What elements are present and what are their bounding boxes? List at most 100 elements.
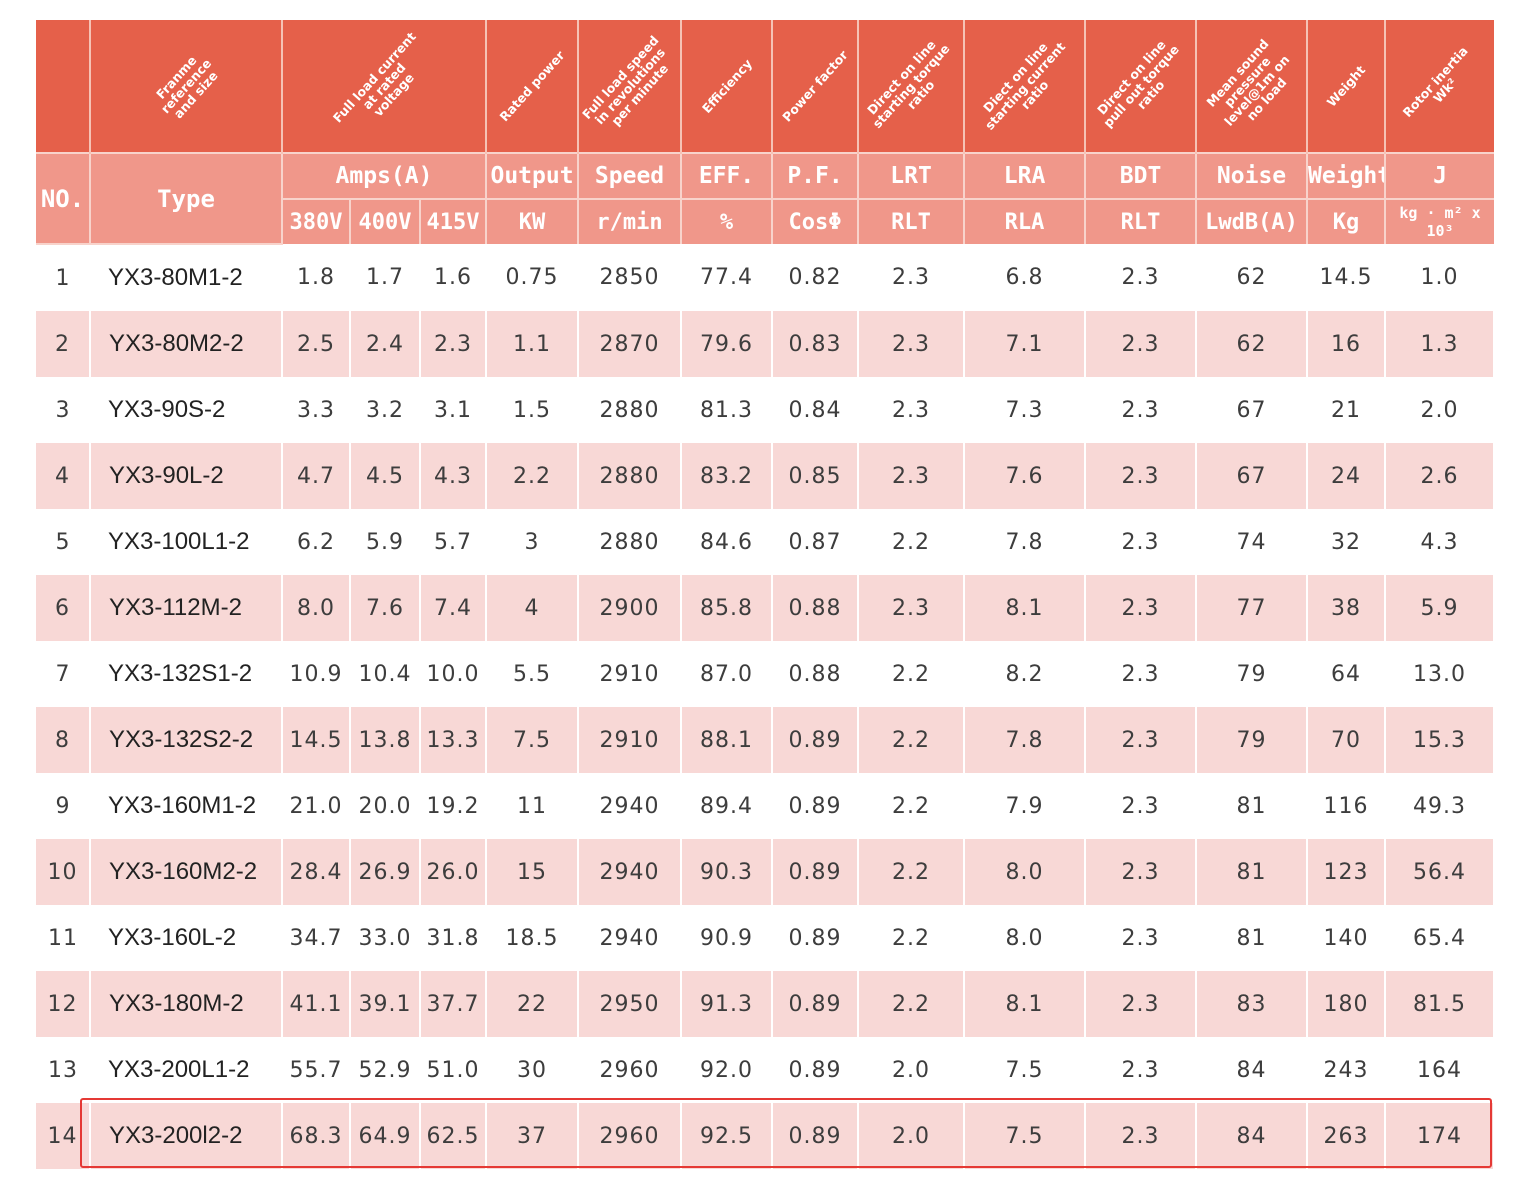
row-no-cell: 6: [36, 575, 91, 641]
bdt-cell: 2.3: [1085, 575, 1198, 641]
rotor-inertia-cell: 1.0: [1385, 244, 1495, 311]
header-desc-lrt: Direct on line starting torque ratio: [858, 20, 966, 153]
header-desc-j: Rotor inertia Wk²: [1385, 20, 1495, 153]
amps-380v-cell: 68.3: [282, 1103, 351, 1169]
row-type-cell: YX3-180M-2: [90, 971, 283, 1037]
row-no-cell: 13: [36, 1037, 90, 1103]
lrt-cell: 2.2: [858, 509, 965, 575]
row-no-cell: 9: [36, 773, 90, 839]
amps-415v-cell: 31.8: [420, 905, 487, 971]
noise-cell: 77: [1196, 575, 1309, 641]
speed-rpm-cell: 2880: [578, 443, 683, 509]
table-row: 6 YX3-112M-2 8.0 7.6 7.4 4 2900 85.8 0.88 2.3 8.1 2…: [36, 575, 1496, 641]
header-main-row: NO. Type Amps(A) Output Speed EFF. P.F. …: [36, 152, 1495, 245]
row-type-cell: YX3-200L1-2: [90, 1037, 282, 1103]
efficiency-cell: 92.0: [681, 1037, 773, 1103]
weight-cell: 64: [1307, 641, 1386, 707]
lrt-cell: 2.3: [858, 377, 965, 443]
rotor-inertia-cell: 2.0: [1385, 377, 1495, 443]
weight-cell: 123: [1307, 839, 1387, 905]
lrt-cell: 2.3: [858, 311, 966, 377]
speed-rpm-cell: 2910: [578, 641, 682, 707]
lra-cell: 7.5: [964, 1103, 1087, 1169]
efficiency-cell: 90.3: [681, 839, 774, 905]
noise-cell: 74: [1196, 509, 1308, 575]
header-weight: Weight: [1307, 152, 1387, 200]
rotor-inertia-cell: 164: [1385, 1037, 1495, 1103]
bdt-cell: 2.3: [1085, 839, 1198, 905]
bdt-cell: 2.3: [1085, 707, 1198, 773]
power-factor-cell: 0.88: [772, 641, 859, 707]
row-no-cell: 10: [36, 839, 91, 905]
lra-cell: 8.2: [964, 641, 1086, 707]
efficiency-cell: 85.8: [681, 575, 774, 641]
efficiency-cell: 88.1: [681, 707, 774, 773]
power-factor-cell: 0.89: [772, 1103, 860, 1169]
header-desc-type: Franme reference and size: [90, 20, 283, 153]
speed-rpm-cell: 2850: [578, 244, 682, 311]
power-factor-cell: 0.89: [772, 707, 860, 773]
lrt-cell: 2.2: [858, 707, 966, 773]
amps-380v-cell: 34.7: [282, 905, 350, 971]
output-kw-cell: 3: [486, 509, 579, 575]
noise-cell: 67: [1196, 443, 1309, 509]
output-kw-cell: 11: [486, 773, 579, 839]
power-factor-cell: 0.83: [772, 311, 860, 377]
amps-400v-cell: 7.6: [350, 575, 421, 641]
efficiency-cell: 79.6: [681, 311, 774, 377]
bdt-cell: 2.3: [1085, 905, 1197, 971]
speed-rpm-cell: 2940: [578, 905, 682, 971]
amps-380v-cell: 3.3: [282, 377, 350, 443]
amps-400v-cell: 20.0: [350, 773, 420, 839]
output-kw-cell: 7.5: [486, 707, 580, 773]
amps-400v-cell: 5.9: [350, 509, 420, 575]
header-desc-amps: Full load current at rated voltage: [282, 20, 488, 153]
header-amps: Amps(A): [282, 152, 488, 200]
amps-415v-cell: 19.2: [420, 773, 487, 839]
lra-cell: 7.5: [964, 1037, 1086, 1103]
amps-400v-cell: 4.5: [350, 443, 421, 509]
amps-400v-cell: 39.1: [350, 971, 421, 1037]
power-factor-cell: 0.89: [772, 1037, 859, 1103]
unit-speed: r/min: [578, 199, 683, 244]
header-output: Output: [486, 152, 580, 200]
lra-cell: 8.1: [964, 971, 1087, 1037]
header-desc-output: Rated power: [486, 20, 580, 153]
row-no-cell: 1: [36, 244, 90, 311]
lra-cell: 7.1: [964, 311, 1087, 377]
table-row: 14 YX3-200l2-2 68.3 64.9 62.5 37 2960 92.5 0.89 2…: [36, 1103, 1496, 1169]
weight-cell: 140: [1307, 905, 1386, 971]
power-factor-cell: 0.87: [772, 509, 859, 575]
amps-415v-cell: 51.0: [420, 1037, 487, 1103]
amps-415v-cell: 4.3: [420, 443, 488, 509]
bdt-cell: 2.3: [1085, 1103, 1198, 1169]
bdt-cell: 2.3: [1085, 1037, 1197, 1103]
amps-380v-cell: 1.8: [282, 244, 350, 311]
amps-415v-cell: 13.3: [420, 707, 488, 773]
rotor-inertia-cell: 4.3: [1385, 509, 1495, 575]
header-bdt: BDT: [1085, 152, 1198, 200]
header-desc-no: [36, 20, 91, 153]
row-type-cell: YX3-160M1-2: [90, 773, 282, 839]
table-row: 2 YX3-80M2-2 2.5 2.4 2.3 1.1 2870 79.6 0.83 2.3 7.…: [36, 311, 1496, 377]
motor-spec-table-container: Franme reference and size Full load curr…: [36, 20, 1496, 1169]
amps-380v-cell: 28.4: [282, 839, 351, 905]
amps-415v-cell: 5.7: [420, 509, 487, 575]
lra-cell: 8.1: [964, 575, 1087, 641]
row-type-cell: YX3-90L-2: [90, 443, 283, 509]
header-desc-pf: Power factor: [772, 20, 860, 153]
weight-cell: 16: [1307, 311, 1387, 377]
row-type-cell: YX3-100L1-2: [90, 509, 282, 575]
header-noise: Noise: [1196, 152, 1309, 200]
weight-cell: 263: [1307, 1103, 1387, 1169]
amps-380v-cell: 14.5: [282, 707, 351, 773]
bdt-cell: 2.3: [1085, 377, 1197, 443]
lra-cell: 7.8: [964, 509, 1086, 575]
unit-j: kg · m² x 10³: [1385, 199, 1495, 244]
unit-eff: %: [681, 199, 774, 244]
amps-380v-cell: 8.0: [282, 575, 351, 641]
bdt-cell: 2.3: [1085, 443, 1198, 509]
noise-cell: 67: [1196, 377, 1308, 443]
efficiency-cell: 84.6: [681, 509, 773, 575]
unit-415v: 415V: [420, 199, 488, 244]
